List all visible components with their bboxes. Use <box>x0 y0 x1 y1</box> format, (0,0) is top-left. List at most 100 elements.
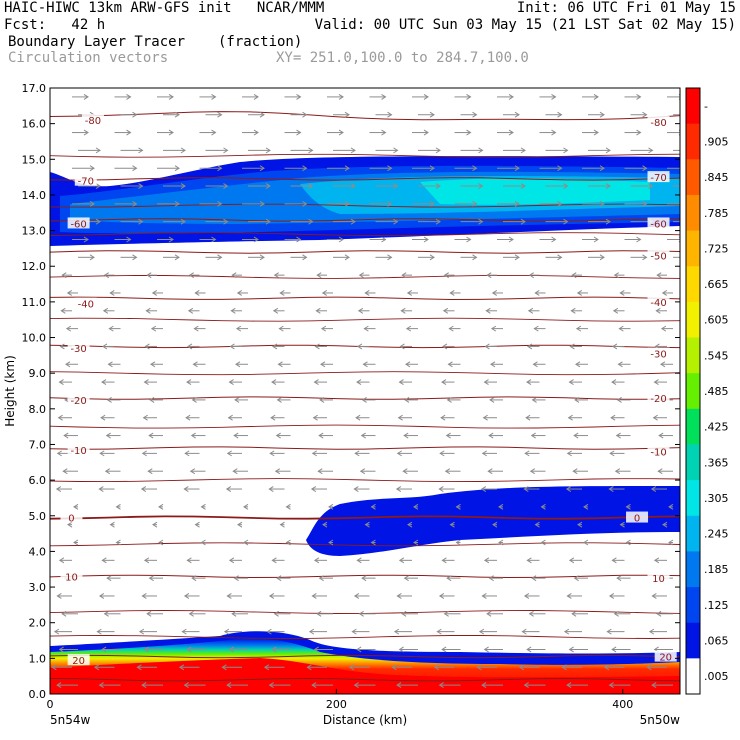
contour-line <box>50 153 680 158</box>
vector-arrowhead <box>443 272 449 279</box>
temperature-contours <box>50 111 680 682</box>
vector-arrowhead <box>141 593 147 599</box>
colorbar-label: .365 <box>704 456 729 469</box>
vector-arrowhead <box>381 236 387 243</box>
y-tick-label: 6.0 <box>29 474 47 487</box>
contour-line <box>50 610 680 614</box>
vector-arrowhead <box>610 414 616 421</box>
vector-arrowhead <box>359 468 366 475</box>
vector-arrowhead <box>484 343 490 350</box>
vector-arrowhead <box>611 557 617 564</box>
vector-arrowhead <box>314 343 320 350</box>
vector-arrowhead <box>174 200 180 207</box>
vector-arrowhead <box>441 557 447 564</box>
contour-label-bg <box>647 392 670 404</box>
y-tick-label: 4.0 <box>29 545 47 558</box>
vector-arrowhead <box>608 682 614 689</box>
contour-label-bg <box>647 295 670 307</box>
vector-arrowhead <box>656 272 662 279</box>
vector-arrowhead <box>490 325 497 332</box>
vector-arrowhead <box>321 290 328 296</box>
vector-arrowhead <box>393 147 399 154</box>
vector-arrowhead <box>308 147 314 154</box>
contour-label-bg <box>647 217 670 229</box>
vector-arrowhead <box>661 290 668 296</box>
vector-arrowhead <box>619 521 625 528</box>
vector-arrowhead <box>557 200 563 207</box>
vector-arrowhead <box>188 272 194 279</box>
vector-arrowhead <box>265 147 271 154</box>
vector-arrowhead <box>302 200 308 207</box>
vector-arrowhead <box>599 165 605 172</box>
contour-label: 0 <box>634 514 640 525</box>
vector-arrowhead <box>603 664 610 671</box>
vector-arrowhead <box>524 450 530 457</box>
vector-arrowhead <box>360 432 366 439</box>
vector-arrowhead <box>223 147 229 154</box>
vector-arrowhead <box>599 200 605 207</box>
vector-arrowhead <box>413 539 419 546</box>
vector-arrowhead <box>648 628 655 635</box>
colorbar-label: .605 <box>704 314 729 327</box>
contour-line <box>50 396 680 400</box>
vector-arrowhead <box>648 183 654 189</box>
contour-line <box>50 203 680 208</box>
vector-arrowhead <box>320 325 327 332</box>
vector-arrowhead <box>315 307 321 314</box>
model-title: HAIC-HIWC 13km ARW-GFS init NCAR/MMM <box>4 0 325 16</box>
vector-arrowhead <box>99 450 105 457</box>
vector-arrowhead <box>563 147 569 154</box>
vector-arrowhead <box>563 628 570 635</box>
vector-arrowhead <box>534 290 540 296</box>
vector-arrowhead <box>230 307 236 314</box>
vector-arrowhead <box>65 325 72 332</box>
vector-arrowhead <box>551 129 557 136</box>
contour-label-bg <box>60 511 83 523</box>
vector-arrowhead <box>95 147 101 154</box>
x-start-location: 5n54w <box>50 713 91 727</box>
contour-label-bg <box>74 174 97 186</box>
vector-arrowhead <box>147 468 153 475</box>
contour-line <box>50 654 680 659</box>
contour-label: -20 <box>70 396 86 407</box>
vector-arrowhead <box>148 432 154 439</box>
vector-arrowhead <box>253 129 259 136</box>
vector-arrowhead <box>478 183 484 189</box>
vector-arrowhead <box>228 557 235 564</box>
vector-arrowhead <box>142 414 148 421</box>
vector-arrowhead <box>608 593 615 599</box>
vector-arrowhead <box>186 343 193 350</box>
vector-arrowhead <box>407 521 413 528</box>
vector-arrowhead <box>189 468 196 475</box>
vector-arrowhead <box>183 682 189 689</box>
vector-arrowhead <box>405 361 411 368</box>
vector-arrowhead <box>563 183 569 189</box>
vector-arrowhead <box>269 450 275 457</box>
vector-arrowhead <box>396 593 402 599</box>
vector-arrowhead <box>311 450 317 457</box>
forecast-hour: Fcst: 42 h <box>4 17 106 33</box>
vector-arrowhead <box>318 575 324 582</box>
vector-arrowhead <box>106 575 112 582</box>
vector-arrowhead <box>188 610 194 617</box>
vector-arrowhead <box>557 111 563 118</box>
vector-arrowhead <box>551 236 557 243</box>
contour-label: -70 <box>650 173 666 184</box>
vector-arrowhead <box>58 646 64 653</box>
vector-arrowhead <box>653 379 659 386</box>
vector-arrowhead <box>174 165 180 172</box>
vector-arrowhead <box>573 432 579 439</box>
vector-arrowhead <box>399 343 405 350</box>
vector-arrowhead <box>174 254 180 261</box>
vector-arrowhead <box>158 503 164 510</box>
vector-arrowhead <box>338 236 344 243</box>
vector-arrowhead <box>138 183 144 189</box>
vector-arrowhead <box>387 254 393 261</box>
vector-arrowhead <box>353 486 359 492</box>
vector-arrowhead <box>141 682 147 689</box>
vector-arrowhead <box>435 183 441 189</box>
contour-label-bg <box>626 511 649 523</box>
vector-arrowhead <box>109 290 115 296</box>
contour-line <box>50 478 680 483</box>
vector-arrowhead <box>253 93 259 100</box>
